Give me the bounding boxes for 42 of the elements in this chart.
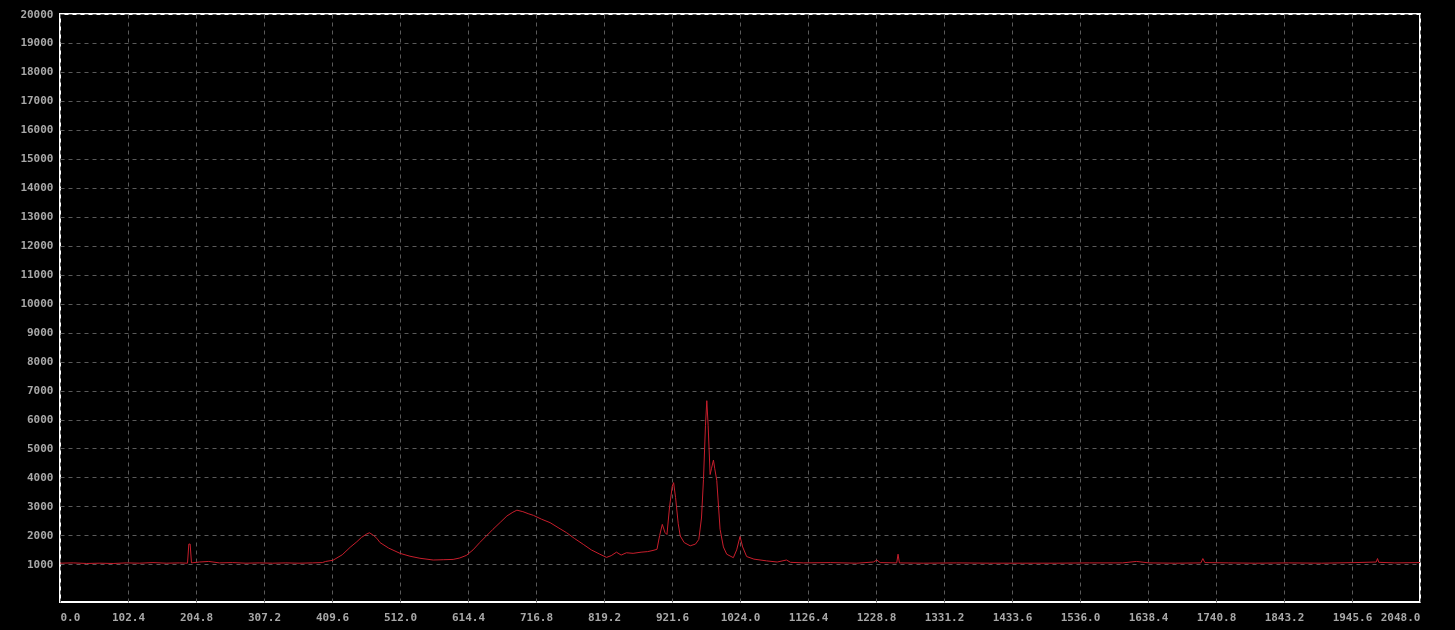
y-tick-label: 4000 [27, 470, 54, 484]
y-tick-label: 18000 [20, 65, 54, 79]
y-tick-label: 8000 [27, 355, 54, 369]
y-tick-label: 16000 [20, 123, 54, 137]
x-tick-label: 1740.8 [1196, 610, 1237, 624]
x-tick-label: 307.2 [247, 610, 282, 624]
x-tick-label: 1843.2 [1264, 610, 1305, 624]
y-tick-label: 2000 [27, 528, 54, 542]
y-tick-label: 15000 [20, 152, 54, 166]
y-tick-label: 7000 [27, 384, 54, 398]
x-tick-label: 716.8 [519, 610, 554, 624]
x-tick-label: 1024.0 [720, 610, 761, 624]
y-tick-label: 6000 [27, 413, 54, 427]
x-tick-label: 409.6 [315, 610, 350, 624]
y-tick-label: 20000 [20, 7, 54, 21]
x-tick-label: 512.0 [383, 610, 418, 624]
y-tick-label: 13000 [20, 210, 54, 224]
y-tick-label: 10000 [20, 297, 54, 311]
y-tick-label: 14000 [20, 181, 54, 195]
x-tick-label: 1433.6 [992, 610, 1033, 624]
x-tick-label: 1331.2 [924, 610, 965, 624]
x-tick-label: 1945.6 [1332, 610, 1373, 624]
x-tick-label: 1638.4 [1128, 610, 1169, 624]
x-tick-label: 1536.0 [1060, 610, 1101, 624]
y-tick-label: 9000 [27, 326, 54, 340]
x-tick-label: 819.2 [587, 610, 622, 624]
x-tick-label: 1228.8 [856, 610, 897, 624]
x-tick-label: 0.0 [60, 610, 81, 624]
x-tick-label: 2048.0 [1380, 610, 1421, 624]
y-tick-label: 5000 [27, 441, 54, 455]
line-series [60, 400, 1420, 564]
y-tick-label: 17000 [20, 94, 54, 108]
x-tick-label: 102.4 [111, 610, 146, 624]
x-tick-label: 204.8 [179, 610, 214, 624]
y-tick-label: 19000 [20, 36, 54, 50]
x-tick-label: 1126.4 [788, 610, 829, 624]
y-tick-label: 3000 [27, 499, 54, 513]
y-tick-label: 1000 [27, 557, 54, 571]
x-tick-label: 614.4 [451, 610, 486, 624]
x-tick-label: 921.6 [655, 610, 690, 624]
y-tick-label: 11000 [20, 268, 54, 282]
y-tick-label: 12000 [20, 239, 54, 253]
